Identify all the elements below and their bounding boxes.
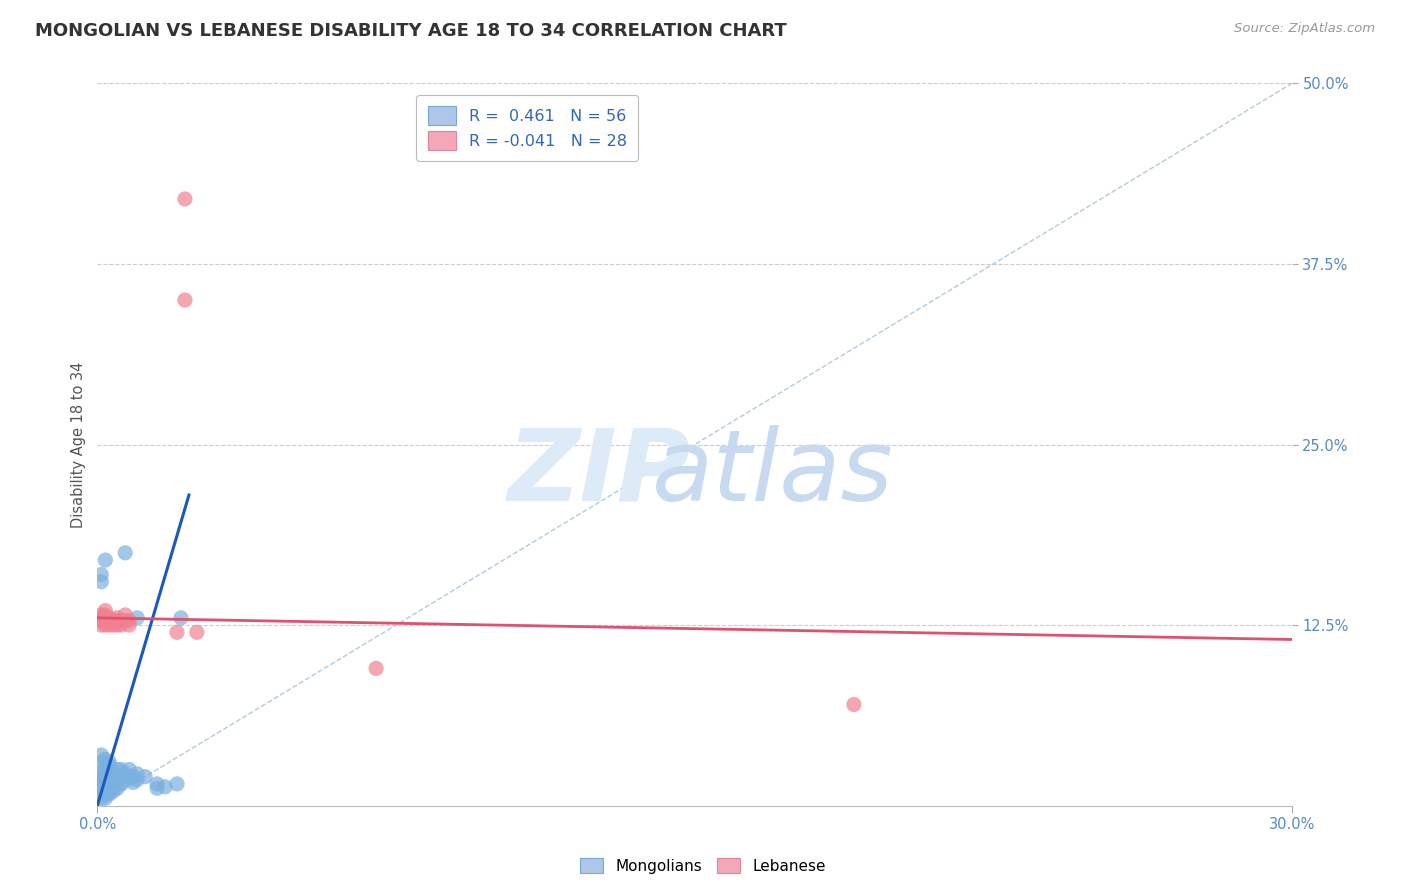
- Point: [118, 614, 141, 628]
- Point: [110, 618, 132, 632]
- Point: [105, 611, 128, 625]
- Point: [90, 791, 112, 805]
- Point: [114, 546, 136, 560]
- Point: [114, 767, 136, 781]
- Point: [118, 618, 141, 632]
- Point: [122, 770, 145, 784]
- Point: [98, 777, 121, 791]
- Point: [90, 614, 112, 628]
- Legend: R =  0.461   N = 56, R = -0.041   N = 28: R = 0.461 N = 56, R = -0.041 N = 28: [416, 95, 638, 161]
- Point: [146, 781, 169, 796]
- Point: [94, 611, 117, 625]
- Point: [186, 625, 208, 640]
- Point: [364, 661, 387, 675]
- Point: [174, 293, 197, 307]
- Text: Source: ZipAtlas.com: Source: ZipAtlas.com: [1234, 22, 1375, 36]
- Point: [103, 772, 125, 787]
- Point: [114, 772, 136, 787]
- Point: [134, 770, 156, 784]
- Point: [127, 767, 149, 781]
- Text: atlas: atlas: [651, 425, 893, 522]
- Point: [94, 604, 117, 618]
- Point: [103, 614, 125, 628]
- Point: [90, 574, 112, 589]
- Point: [98, 767, 121, 781]
- Point: [98, 611, 121, 625]
- Point: [103, 767, 125, 781]
- Point: [94, 618, 117, 632]
- Point: [103, 777, 125, 791]
- Point: [105, 781, 128, 796]
- Point: [105, 763, 128, 777]
- Point: [94, 791, 117, 805]
- Point: [122, 775, 145, 789]
- Point: [94, 770, 117, 784]
- Point: [90, 747, 112, 762]
- Point: [166, 625, 188, 640]
- Point: [153, 780, 176, 794]
- Point: [90, 784, 112, 798]
- Point: [105, 618, 128, 632]
- Point: [103, 618, 125, 632]
- Point: [98, 781, 121, 796]
- Point: [110, 770, 132, 784]
- Point: [103, 784, 125, 798]
- Point: [94, 752, 117, 766]
- Point: [94, 784, 117, 798]
- Point: [90, 777, 112, 791]
- Point: [105, 775, 128, 789]
- Point: [127, 611, 149, 625]
- Point: [110, 763, 132, 777]
- Point: [90, 567, 112, 582]
- Point: [98, 614, 121, 628]
- Point: [118, 770, 141, 784]
- Point: [90, 607, 112, 622]
- Point: [105, 770, 128, 784]
- Point: [170, 611, 193, 625]
- Point: [98, 772, 121, 787]
- Point: [110, 614, 132, 628]
- Y-axis label: Disability Age 18 to 34: Disability Age 18 to 34: [72, 361, 86, 528]
- Point: [94, 607, 117, 622]
- Point: [90, 611, 112, 625]
- Point: [842, 698, 865, 712]
- Point: [98, 756, 121, 770]
- Point: [90, 787, 112, 801]
- Point: [118, 763, 141, 777]
- Point: [94, 763, 117, 777]
- Point: [90, 767, 112, 781]
- Point: [98, 618, 121, 632]
- Point: [94, 553, 117, 567]
- Point: [94, 775, 117, 789]
- Point: [105, 614, 128, 628]
- Point: [146, 777, 169, 791]
- Point: [98, 787, 121, 801]
- Point: [114, 614, 136, 628]
- Point: [94, 780, 117, 794]
- Point: [127, 772, 149, 787]
- Point: [114, 607, 136, 622]
- Text: MONGOLIAN VS LEBANESE DISABILITY AGE 18 TO 34 CORRELATION CHART: MONGOLIAN VS LEBANESE DISABILITY AGE 18 …: [35, 22, 787, 40]
- Point: [94, 787, 117, 801]
- Point: [174, 192, 197, 206]
- Point: [90, 781, 112, 796]
- Point: [90, 772, 112, 787]
- Point: [94, 758, 117, 772]
- Point: [90, 756, 112, 770]
- Point: [166, 777, 188, 791]
- Point: [90, 618, 112, 632]
- Point: [110, 777, 132, 791]
- Point: [90, 770, 112, 784]
- Point: [94, 614, 117, 628]
- Text: ZIP: ZIP: [508, 425, 690, 522]
- Point: [98, 758, 121, 772]
- Legend: Mongolians, Lebanese: Mongolians, Lebanese: [574, 852, 832, 880]
